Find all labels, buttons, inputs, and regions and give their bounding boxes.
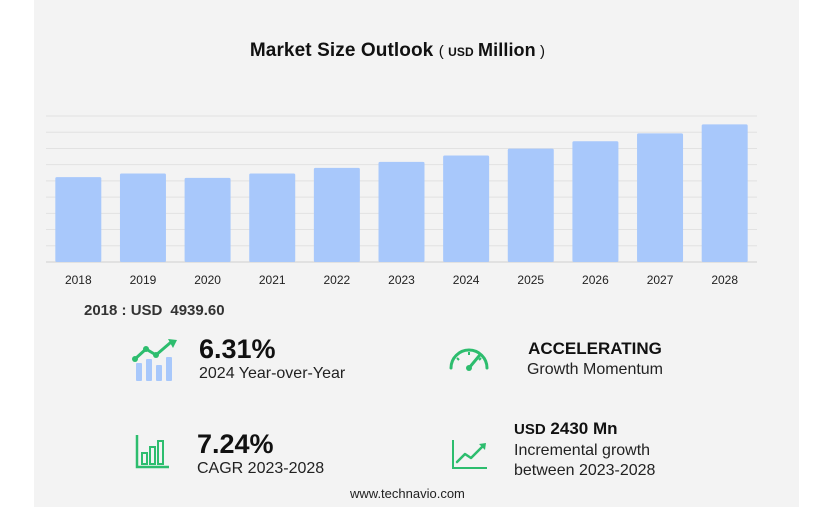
bar-2022 — [313, 167, 360, 262]
chart-title: Market Size Outlook ( USD Million ) — [0, 40, 795, 62]
chart-title-unit: ( USD Million ) — [438, 40, 546, 60]
x-tick-label-2021: 2021 — [259, 273, 286, 287]
x-tick-label-2024: 2024 — [453, 273, 480, 287]
x-tick-label-2023: 2023 — [388, 273, 415, 287]
bar-2024 — [443, 155, 490, 262]
bar-2026 — [572, 141, 619, 262]
kpi-incremental-unit: USD — [514, 421, 546, 438]
x-tick-label-2018: 2018 — [65, 273, 92, 287]
open-paren: ( — [438, 43, 444, 60]
kpi-yoy-label: 2024 Year-over-Year — [199, 365, 346, 382]
kpi-incremental-value: 2430 Mn — [550, 419, 618, 438]
kpi-incremental-head: USD 2430 Mn — [514, 418, 655, 441]
x-tick-label-2022: 2022 — [324, 273, 351, 287]
bar-2020 — [184, 177, 231, 262]
kpi-incremental-label-2: between 2023-2028 — [514, 462, 656, 479]
bar-2019 — [119, 173, 166, 262]
bar-2028 — [701, 124, 748, 262]
kpi-momentum-label: Growth Momentum — [526, 361, 664, 378]
kpi-incremental-label-1: Incremental growth — [514, 442, 651, 459]
kpi-yoy-value: 6.31% — [199, 334, 276, 364]
kpi-cagr: 7.24% CAGR 2023-2028 — [197, 429, 324, 479]
kpi-momentum: ACCELERATING Growth Momentum — [505, 338, 685, 380]
bar-chart: 2018 2019 2020 2021 2022 2023 2024 2025 2026 2027… — [46, 115, 757, 287]
x-tick-label-2027: 2027 — [647, 273, 674, 287]
x-tick-label-2019: 2019 — [130, 273, 157, 287]
speedometer-icon — [449, 348, 489, 371]
kpi-momentum-head: ACCELERATING — [528, 339, 662, 358]
kpi-incremental: USD 2430 Mn Incremental growth between 2… — [514, 418, 655, 481]
bar-growth-icon — [132, 339, 177, 381]
unit-usd: USD — [448, 45, 474, 59]
close-paren: ) — [540, 43, 546, 60]
source-footer: www.technavio.com — [350, 486, 465, 501]
x-tick-label-2026: 2026 — [582, 273, 609, 287]
x-tick-label-2028: 2028 — [711, 273, 738, 287]
base-year-value: 2018 : USD 4939.60 — [84, 302, 225, 319]
kpi-yoy: 6.31% 2024 Year-over-Year — [199, 334, 345, 384]
bar-2021 — [249, 173, 296, 262]
bar-2018 — [55, 177, 102, 262]
kpi-cagr-value: 7.24% — [197, 429, 274, 459]
base-year-number: 4939.60 — [170, 302, 225, 319]
x-tick-label-2025: 2025 — [517, 273, 544, 287]
bar-2023 — [378, 161, 425, 262]
base-year-label: 2018 : USD — [84, 302, 163, 319]
bar-chart-icon — [135, 435, 169, 469]
bar-2027 — [637, 133, 684, 262]
kpi-cagr-label: CAGR 2023-2028 — [197, 460, 325, 477]
chart-title-main: Market Size Outlook — [249, 40, 434, 61]
line-growth-icon — [452, 440, 487, 469]
unit-million: Million — [478, 40, 536, 60]
bar-2025 — [507, 148, 554, 262]
x-tick-label-2020: 2020 — [194, 273, 221, 287]
